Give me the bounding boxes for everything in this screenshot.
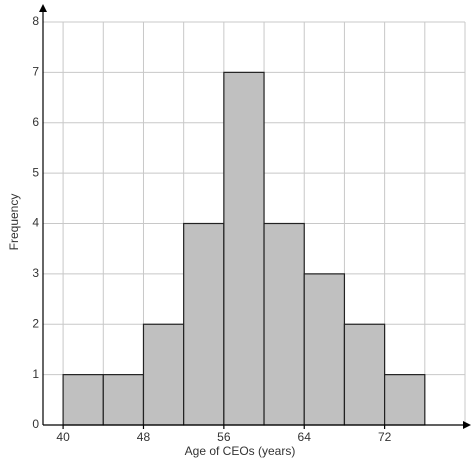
y-axis-label: Frequency bbox=[7, 194, 21, 251]
y-tick-label: 5 bbox=[32, 165, 39, 179]
x-tick-label: 72 bbox=[378, 430, 392, 444]
y-tick-label: 1 bbox=[32, 367, 39, 381]
bar bbox=[343, 323, 386, 426]
y-tick-label: 3 bbox=[32, 266, 39, 280]
bar bbox=[183, 222, 225, 426]
y-tick-label: 4 bbox=[32, 216, 39, 230]
bar bbox=[303, 273, 346, 426]
bar bbox=[62, 374, 104, 426]
y-tick-label: 6 bbox=[32, 115, 39, 129]
y-tick-label: 8 bbox=[32, 14, 39, 28]
y-tick-label: 7 bbox=[32, 65, 39, 79]
y-axis-arrow bbox=[39, 4, 47, 12]
x-tick-label: 48 bbox=[137, 430, 151, 444]
x-tick-label: 64 bbox=[298, 430, 312, 444]
x-axis-arrow bbox=[463, 421, 471, 429]
x-tick-label: 56 bbox=[217, 430, 231, 444]
x-tick-label: 40 bbox=[56, 430, 70, 444]
y-tick-label: 0 bbox=[32, 417, 39, 431]
bar bbox=[102, 374, 145, 426]
bar bbox=[142, 323, 185, 426]
bar bbox=[384, 374, 426, 426]
bar bbox=[223, 71, 265, 426]
y-tick-label: 2 bbox=[32, 316, 39, 330]
x-axis-label: Age of CEOs (years) bbox=[185, 444, 296, 458]
bar bbox=[263, 222, 305, 426]
